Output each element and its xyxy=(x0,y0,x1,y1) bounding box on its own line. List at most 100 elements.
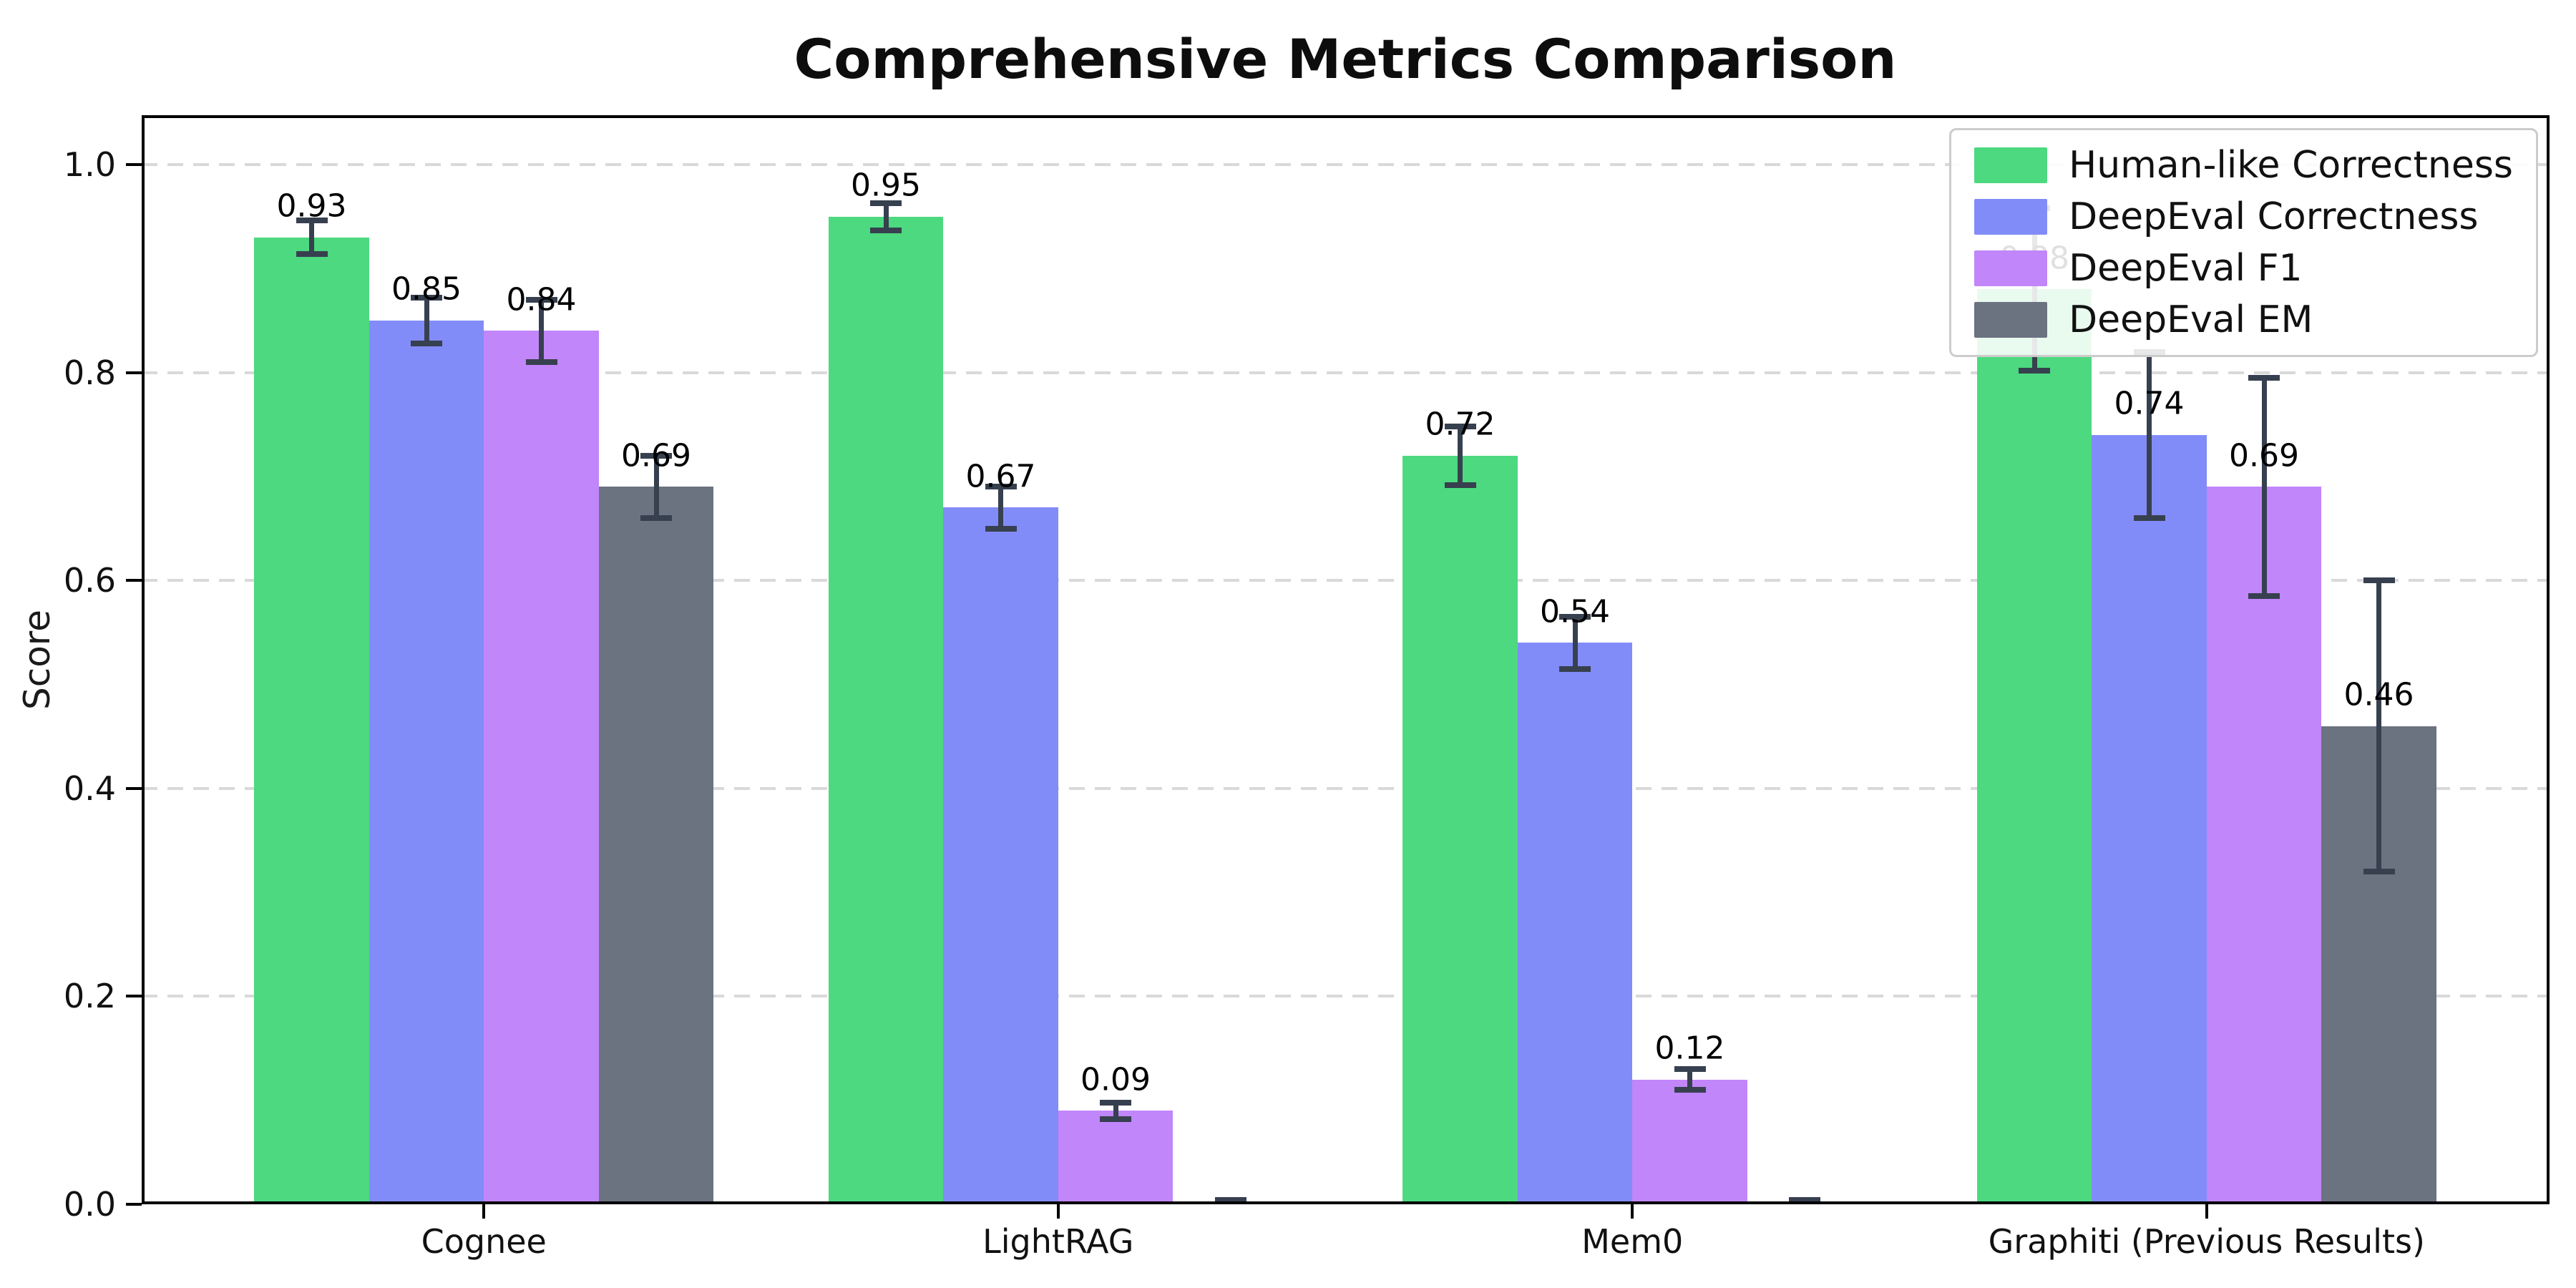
error-bar-cap xyxy=(1214,1197,1246,1204)
error-bar-cap xyxy=(525,359,557,366)
legend-swatch xyxy=(1974,147,2048,183)
legend-swatch xyxy=(1974,199,2048,235)
error-bar-cap xyxy=(1674,1087,1706,1093)
error-bar xyxy=(539,299,544,363)
bar-value-label: 0.85 xyxy=(391,270,462,308)
chart-title: Comprehensive Metrics Comparison xyxy=(794,27,1897,91)
bar xyxy=(254,237,369,1204)
y-tick-mark xyxy=(126,371,142,374)
x-tick-mark xyxy=(1056,1204,1060,1219)
legend: Human-like Correctness DeepEval Correctne… xyxy=(1949,128,2538,357)
error-bar-cap xyxy=(1559,614,1591,620)
bar xyxy=(2092,434,2207,1204)
error-bar-cap xyxy=(870,227,902,233)
error-bar xyxy=(998,487,1003,529)
bar xyxy=(828,216,944,1204)
error-bar-cap xyxy=(985,484,1017,490)
bar xyxy=(2206,487,2322,1204)
bar xyxy=(484,331,599,1204)
bar xyxy=(1517,643,1633,1204)
error-bar-cap xyxy=(1444,482,1476,488)
bar-value-label: 0.95 xyxy=(851,167,921,204)
bar-value-label: 0.93 xyxy=(276,187,347,225)
error-bar-cap xyxy=(2363,577,2395,584)
bar xyxy=(1976,289,2092,1204)
error-bar-cap xyxy=(985,525,1017,532)
y-gridline xyxy=(142,579,2550,582)
error-bar xyxy=(1687,1069,1692,1091)
error-bar-cap xyxy=(2248,592,2280,599)
error-bar-cap xyxy=(1674,1066,1706,1073)
x-tick-label: Graphiti (Previous Results) xyxy=(1988,1222,2425,1261)
legend-swatch xyxy=(1974,250,2048,286)
error-bar xyxy=(309,220,314,254)
error-bar-cap xyxy=(640,452,672,459)
y-tick-mark xyxy=(126,1203,142,1206)
bar xyxy=(598,487,714,1204)
legend-label: DeepEval F1 xyxy=(2069,247,2303,290)
bar-value-label: 0.84 xyxy=(506,281,577,318)
error-bar-cap xyxy=(1559,665,1591,672)
bar xyxy=(1058,1111,1174,1204)
bar-value-label: 0.46 xyxy=(2343,676,2414,713)
bar-value-label: 0.09 xyxy=(1080,1061,1151,1098)
bar-value-label: 0.74 xyxy=(2114,385,2185,422)
legend-label: DeepEval EM xyxy=(2069,298,2313,341)
y-tick-mark xyxy=(126,163,142,166)
bar-value-label: 0.54 xyxy=(1540,593,1610,630)
x-tick-mark xyxy=(1631,1204,1634,1219)
error-bar xyxy=(2261,377,2267,596)
error-bar xyxy=(2147,351,2152,518)
error-bar-cap xyxy=(1789,1197,1820,1204)
y-tick-label: 1.0 xyxy=(63,145,116,184)
error-bar-cap xyxy=(640,515,672,522)
y-tick-label: 0.8 xyxy=(63,353,116,392)
bar-value-label: 0.67 xyxy=(965,458,1036,495)
x-tick-label: LightRAG xyxy=(982,1222,1134,1261)
error-bar-cap xyxy=(1444,424,1476,430)
error-bar-cap xyxy=(296,250,328,257)
y-tick-label: 0.0 xyxy=(63,1185,116,1224)
legend-item: DeepEval F1 xyxy=(1974,247,2513,290)
x-tick-mark xyxy=(482,1204,486,1219)
error-bar-cap xyxy=(2363,869,2395,875)
error-bar xyxy=(1458,426,1463,485)
error-bar xyxy=(1113,1102,1118,1119)
error-bar-cap xyxy=(411,340,442,346)
error-bar-cap xyxy=(296,218,328,224)
y-tick-mark xyxy=(126,995,142,998)
bar-value-label: 0.72 xyxy=(1425,406,1496,443)
legend-item: DeepEval Correctness xyxy=(1974,195,2513,238)
legend-swatch xyxy=(1974,302,2048,338)
error-bar-cap xyxy=(411,294,442,301)
error-bar xyxy=(653,455,659,518)
bar xyxy=(943,507,1058,1204)
bar-value-label: 0.12 xyxy=(1654,1030,1725,1067)
y-axis-title: Score xyxy=(16,609,58,711)
bar xyxy=(1402,455,1518,1204)
error-bar-cap xyxy=(2133,515,2165,522)
error-bar xyxy=(424,297,429,343)
y-gridline xyxy=(142,371,2550,374)
legend-item: Human-like Correctness xyxy=(1974,144,2513,187)
y-gridline xyxy=(142,786,2550,790)
error-bar xyxy=(1572,617,1578,669)
bar-value-label: 0.69 xyxy=(2229,437,2299,474)
legend-label: DeepEval Correctness xyxy=(2069,195,2479,238)
error-bar-cap xyxy=(2019,367,2050,374)
bar-value-label: 0.69 xyxy=(621,437,691,474)
x-tick-label: Mem0 xyxy=(1581,1222,1684,1261)
legend-label: Human-like Correctness xyxy=(2069,144,2513,187)
bar xyxy=(1632,1079,1747,1204)
error-bar-cap xyxy=(1100,1116,1131,1122)
y-tick-label: 0.4 xyxy=(63,769,116,808)
y-gridline xyxy=(142,995,2550,998)
y-tick-mark xyxy=(126,786,142,790)
error-bar-cap xyxy=(870,200,902,206)
y-gridline xyxy=(142,163,2550,166)
error-bar-cap xyxy=(2248,374,2280,381)
y-tick-mark xyxy=(126,579,142,582)
error-bar-cap xyxy=(1100,1099,1131,1106)
x-tick-mark xyxy=(2205,1204,2208,1219)
